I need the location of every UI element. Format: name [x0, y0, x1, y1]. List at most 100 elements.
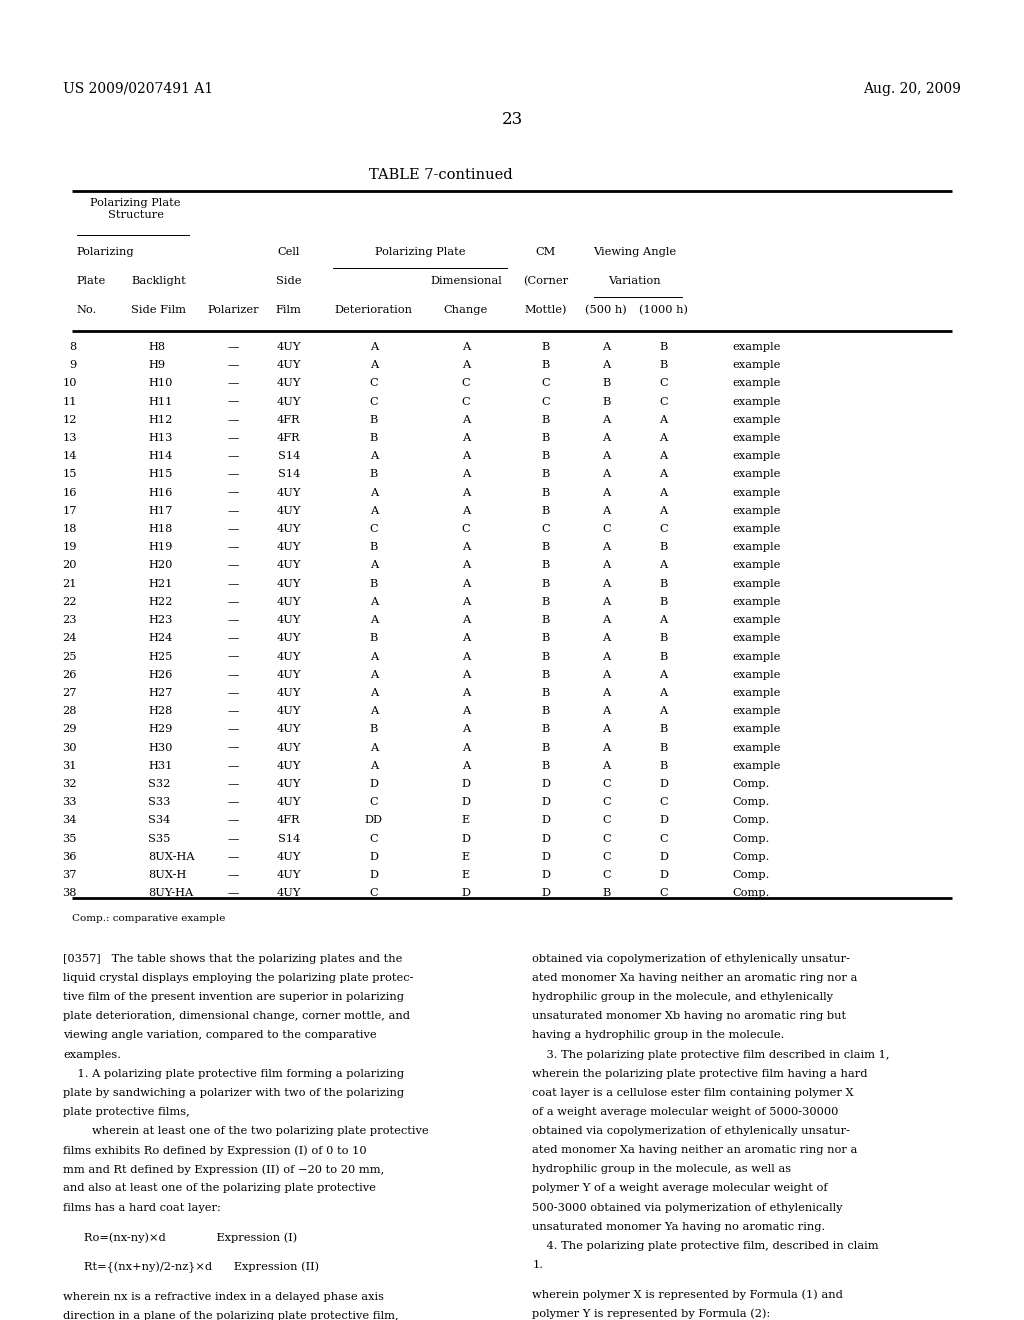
Text: D: D	[659, 870, 668, 880]
Text: —: —	[227, 561, 240, 570]
Text: A: A	[602, 578, 610, 589]
Text: H24: H24	[148, 634, 173, 643]
Text: A: A	[462, 725, 470, 734]
Text: example: example	[732, 760, 780, 771]
Text: B: B	[542, 506, 550, 516]
Text: A: A	[602, 743, 610, 752]
Text: A: A	[602, 470, 610, 479]
Text: E: E	[462, 870, 470, 880]
Text: A: A	[462, 506, 470, 516]
Text: 4UY: 4UY	[276, 706, 301, 717]
Text: Polarizer: Polarizer	[208, 305, 259, 315]
Text: B: B	[542, 561, 550, 570]
Text: 4UY: 4UY	[276, 743, 301, 752]
Text: B: B	[542, 634, 550, 643]
Text: B: B	[542, 725, 550, 734]
Text: A: A	[659, 669, 668, 680]
Text: —: —	[227, 688, 240, 698]
Text: A: A	[602, 451, 610, 461]
Text: A: A	[462, 433, 470, 444]
Text: D: D	[370, 779, 378, 789]
Text: Viewing Angle: Viewing Angle	[593, 247, 677, 257]
Text: 27: 27	[62, 688, 77, 698]
Text: 4UY: 4UY	[276, 487, 301, 498]
Text: C: C	[542, 396, 550, 407]
Text: example: example	[732, 634, 780, 643]
Text: liquid crystal displays employing the polarizing plate protec-: liquid crystal displays employing the po…	[63, 973, 414, 983]
Text: Mottle): Mottle)	[524, 305, 567, 315]
Text: 4UY: 4UY	[276, 688, 301, 698]
Text: —: —	[227, 360, 240, 370]
Text: —: —	[227, 816, 240, 825]
Text: 23: 23	[502, 111, 522, 128]
Text: A: A	[370, 669, 378, 680]
Text: H30: H30	[148, 743, 173, 752]
Text: —: —	[227, 779, 240, 789]
Text: example: example	[732, 652, 780, 661]
Text: 4FR: 4FR	[276, 414, 301, 425]
Text: B: B	[370, 725, 378, 734]
Text: C: C	[602, 779, 610, 789]
Text: example: example	[732, 743, 780, 752]
Text: 19: 19	[62, 543, 77, 552]
Text: tive film of the present invention are superior in polarizing: tive film of the present invention are s…	[63, 993, 404, 1002]
Text: wherein polymer X is represented by Formula (1) and: wherein polymer X is represented by Form…	[532, 1290, 844, 1300]
Text: H22: H22	[148, 597, 173, 607]
Text: H23: H23	[148, 615, 173, 626]
Text: B: B	[542, 669, 550, 680]
Text: 18: 18	[62, 524, 77, 535]
Text: 9: 9	[70, 360, 77, 370]
Text: H26: H26	[148, 669, 173, 680]
Text: —: —	[227, 396, 240, 407]
Text: A: A	[602, 360, 610, 370]
Text: H18: H18	[148, 524, 173, 535]
Text: D: D	[542, 779, 550, 789]
Text: hydrophilic group in the molecule, and ethylenically: hydrophilic group in the molecule, and e…	[532, 993, 834, 1002]
Text: Side: Side	[276, 276, 301, 286]
Text: Dimensional: Dimensional	[430, 276, 502, 286]
Text: C: C	[659, 396, 668, 407]
Text: (1000 h): (1000 h)	[639, 305, 688, 315]
Text: A: A	[370, 615, 378, 626]
Text: —: —	[227, 706, 240, 717]
Text: A: A	[370, 743, 378, 752]
Text: B: B	[659, 360, 668, 370]
Text: —: —	[227, 506, 240, 516]
Text: H12: H12	[148, 414, 173, 425]
Text: S35: S35	[148, 834, 171, 843]
Text: A: A	[462, 342, 470, 352]
Text: A: A	[462, 597, 470, 607]
Text: C: C	[659, 379, 668, 388]
Text: CM: CM	[536, 247, 556, 257]
Text: (500 h): (500 h)	[586, 305, 627, 315]
Text: A: A	[370, 652, 378, 661]
Text: 8UX-HA: 8UX-HA	[148, 851, 196, 862]
Text: Ro=(nx-ny)×d              Expression (I): Ro=(nx-ny)×d Expression (I)	[84, 1233, 297, 1243]
Text: —: —	[227, 524, 240, 535]
Text: H11: H11	[148, 396, 173, 407]
Text: B: B	[542, 487, 550, 498]
Text: B: B	[542, 470, 550, 479]
Text: 4UY: 4UY	[276, 634, 301, 643]
Text: A: A	[370, 597, 378, 607]
Text: 33: 33	[62, 797, 77, 808]
Text: —: —	[227, 487, 240, 498]
Text: obtained via copolymerization of ethylenically unsatur-: obtained via copolymerization of ethylen…	[532, 954, 851, 964]
Text: 4UY: 4UY	[276, 669, 301, 680]
Text: 4FR: 4FR	[276, 433, 301, 444]
Text: S32: S32	[148, 779, 171, 789]
Text: B: B	[602, 888, 610, 899]
Text: A: A	[462, 414, 470, 425]
Text: D: D	[370, 870, 378, 880]
Text: viewing angle variation, compared to the comparative: viewing angle variation, compared to the…	[63, 1031, 377, 1040]
Text: H31: H31	[148, 760, 173, 771]
Text: polymer Y is represented by Formula (2):: polymer Y is represented by Formula (2):	[532, 1309, 771, 1320]
Text: 4UY: 4UY	[276, 760, 301, 771]
Text: E: E	[462, 851, 470, 862]
Text: 4UY: 4UY	[276, 851, 301, 862]
Text: A: A	[462, 760, 470, 771]
Text: C: C	[542, 379, 550, 388]
Text: B: B	[542, 360, 550, 370]
Text: A: A	[659, 433, 668, 444]
Text: A: A	[370, 688, 378, 698]
